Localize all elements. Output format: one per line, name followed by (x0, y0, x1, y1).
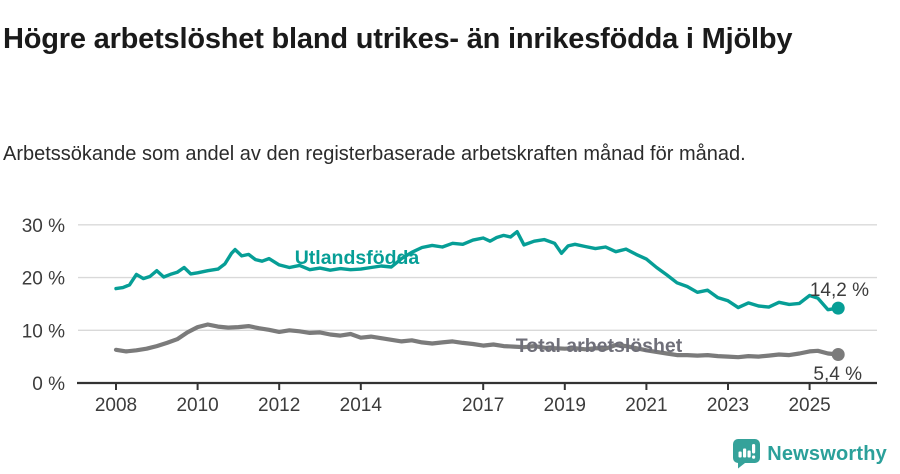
x-tick-label: 2025 (788, 395, 830, 416)
series-end-dot (831, 301, 845, 315)
series-label: Total arbetslöshet (516, 335, 683, 357)
x-tick-label: 2019 (544, 395, 586, 416)
x-tick-label: 2023 (707, 395, 749, 416)
x-tick-label: 2014 (340, 395, 383, 416)
newsworthy-logo[interactable]: Newsworthy (733, 439, 887, 469)
series-label: Utlandsfödda (295, 247, 420, 269)
x-tick-label: 2010 (176, 395, 218, 416)
newsworthy-wordmark: Newsworthy (767, 442, 887, 465)
y-tick-label: 30 % (22, 216, 65, 237)
y-tick-label: 0 % (32, 374, 65, 395)
y-tick-label: 10 % (22, 321, 65, 342)
series-line (113, 322, 841, 360)
x-tick-label: 2017 (462, 395, 504, 416)
series-end-value-label: 14,2 % (810, 280, 869, 301)
series-end-value-label: 5,4 % (813, 364, 862, 385)
x-tick-label: 2012 (258, 395, 300, 416)
chart-subtitle: Arbetssökande som andel av den registerb… (3, 143, 746, 165)
y-tick-label: 20 % (22, 269, 65, 290)
x-tick-label: 2008 (95, 395, 137, 416)
x-tick-label: 2021 (625, 395, 667, 416)
series-end-dot (831, 348, 845, 361)
series-line (114, 229, 840, 312)
page-title: Högre arbetslöshet bland utrikes- än inr… (3, 23, 793, 56)
newsworthy-logo-icon (733, 439, 761, 469)
